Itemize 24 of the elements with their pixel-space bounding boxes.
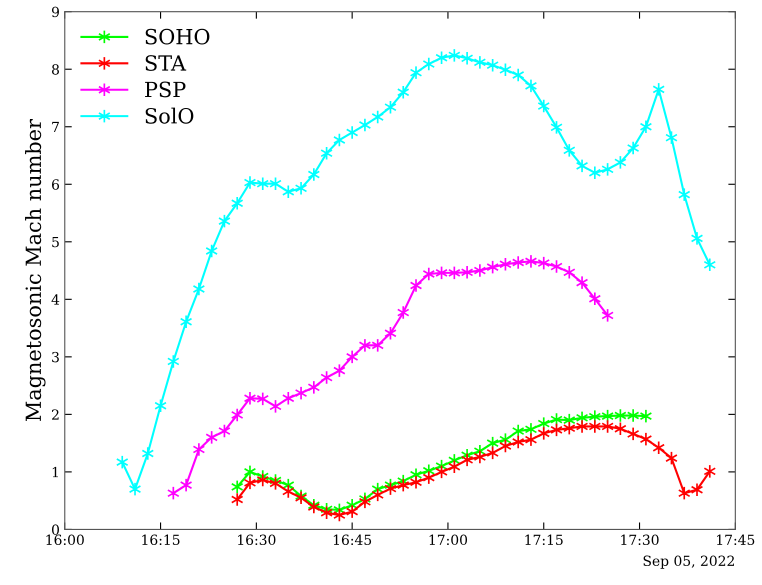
x-tick-label: 16:45: [334, 534, 372, 546]
y-tick-label: 6: [52, 179, 60, 190]
legend-label: SolO: [146, 108, 194, 124]
y-axis-title: Magnetosonic Mach number: [25, 119, 46, 422]
legend-label: PSP: [145, 82, 186, 98]
y-tick-label: 4: [52, 294, 60, 305]
y-tick-label: 1: [52, 466, 58, 478]
y-tick-label: 5: [52, 236, 59, 248]
x-tick-label: 16:00: [46, 534, 84, 546]
y-tick-label: 0: [52, 524, 59, 535]
x-tick-label: 17:30: [621, 534, 659, 546]
y-tick-label: 3: [52, 352, 59, 362]
x-tick-label: 17:00: [430, 534, 468, 546]
y-tick-label: 2: [52, 409, 59, 420]
x-tick-label: 17:15: [525, 534, 563, 546]
y-tick-label: 7: [52, 122, 59, 132]
x-tick-label: 16:15: [142, 534, 180, 546]
legend-label: STA: [146, 55, 186, 71]
text: Sep 05, 2022: [644, 556, 734, 569]
y-tick-label: 9: [52, 6, 59, 18]
x-tick-label: 17:45: [717, 534, 754, 546]
legend-label: SOHO: [146, 28, 210, 44]
y-tick-label: 8: [52, 64, 59, 75]
x-tick-label: 16:30: [238, 534, 276, 546]
